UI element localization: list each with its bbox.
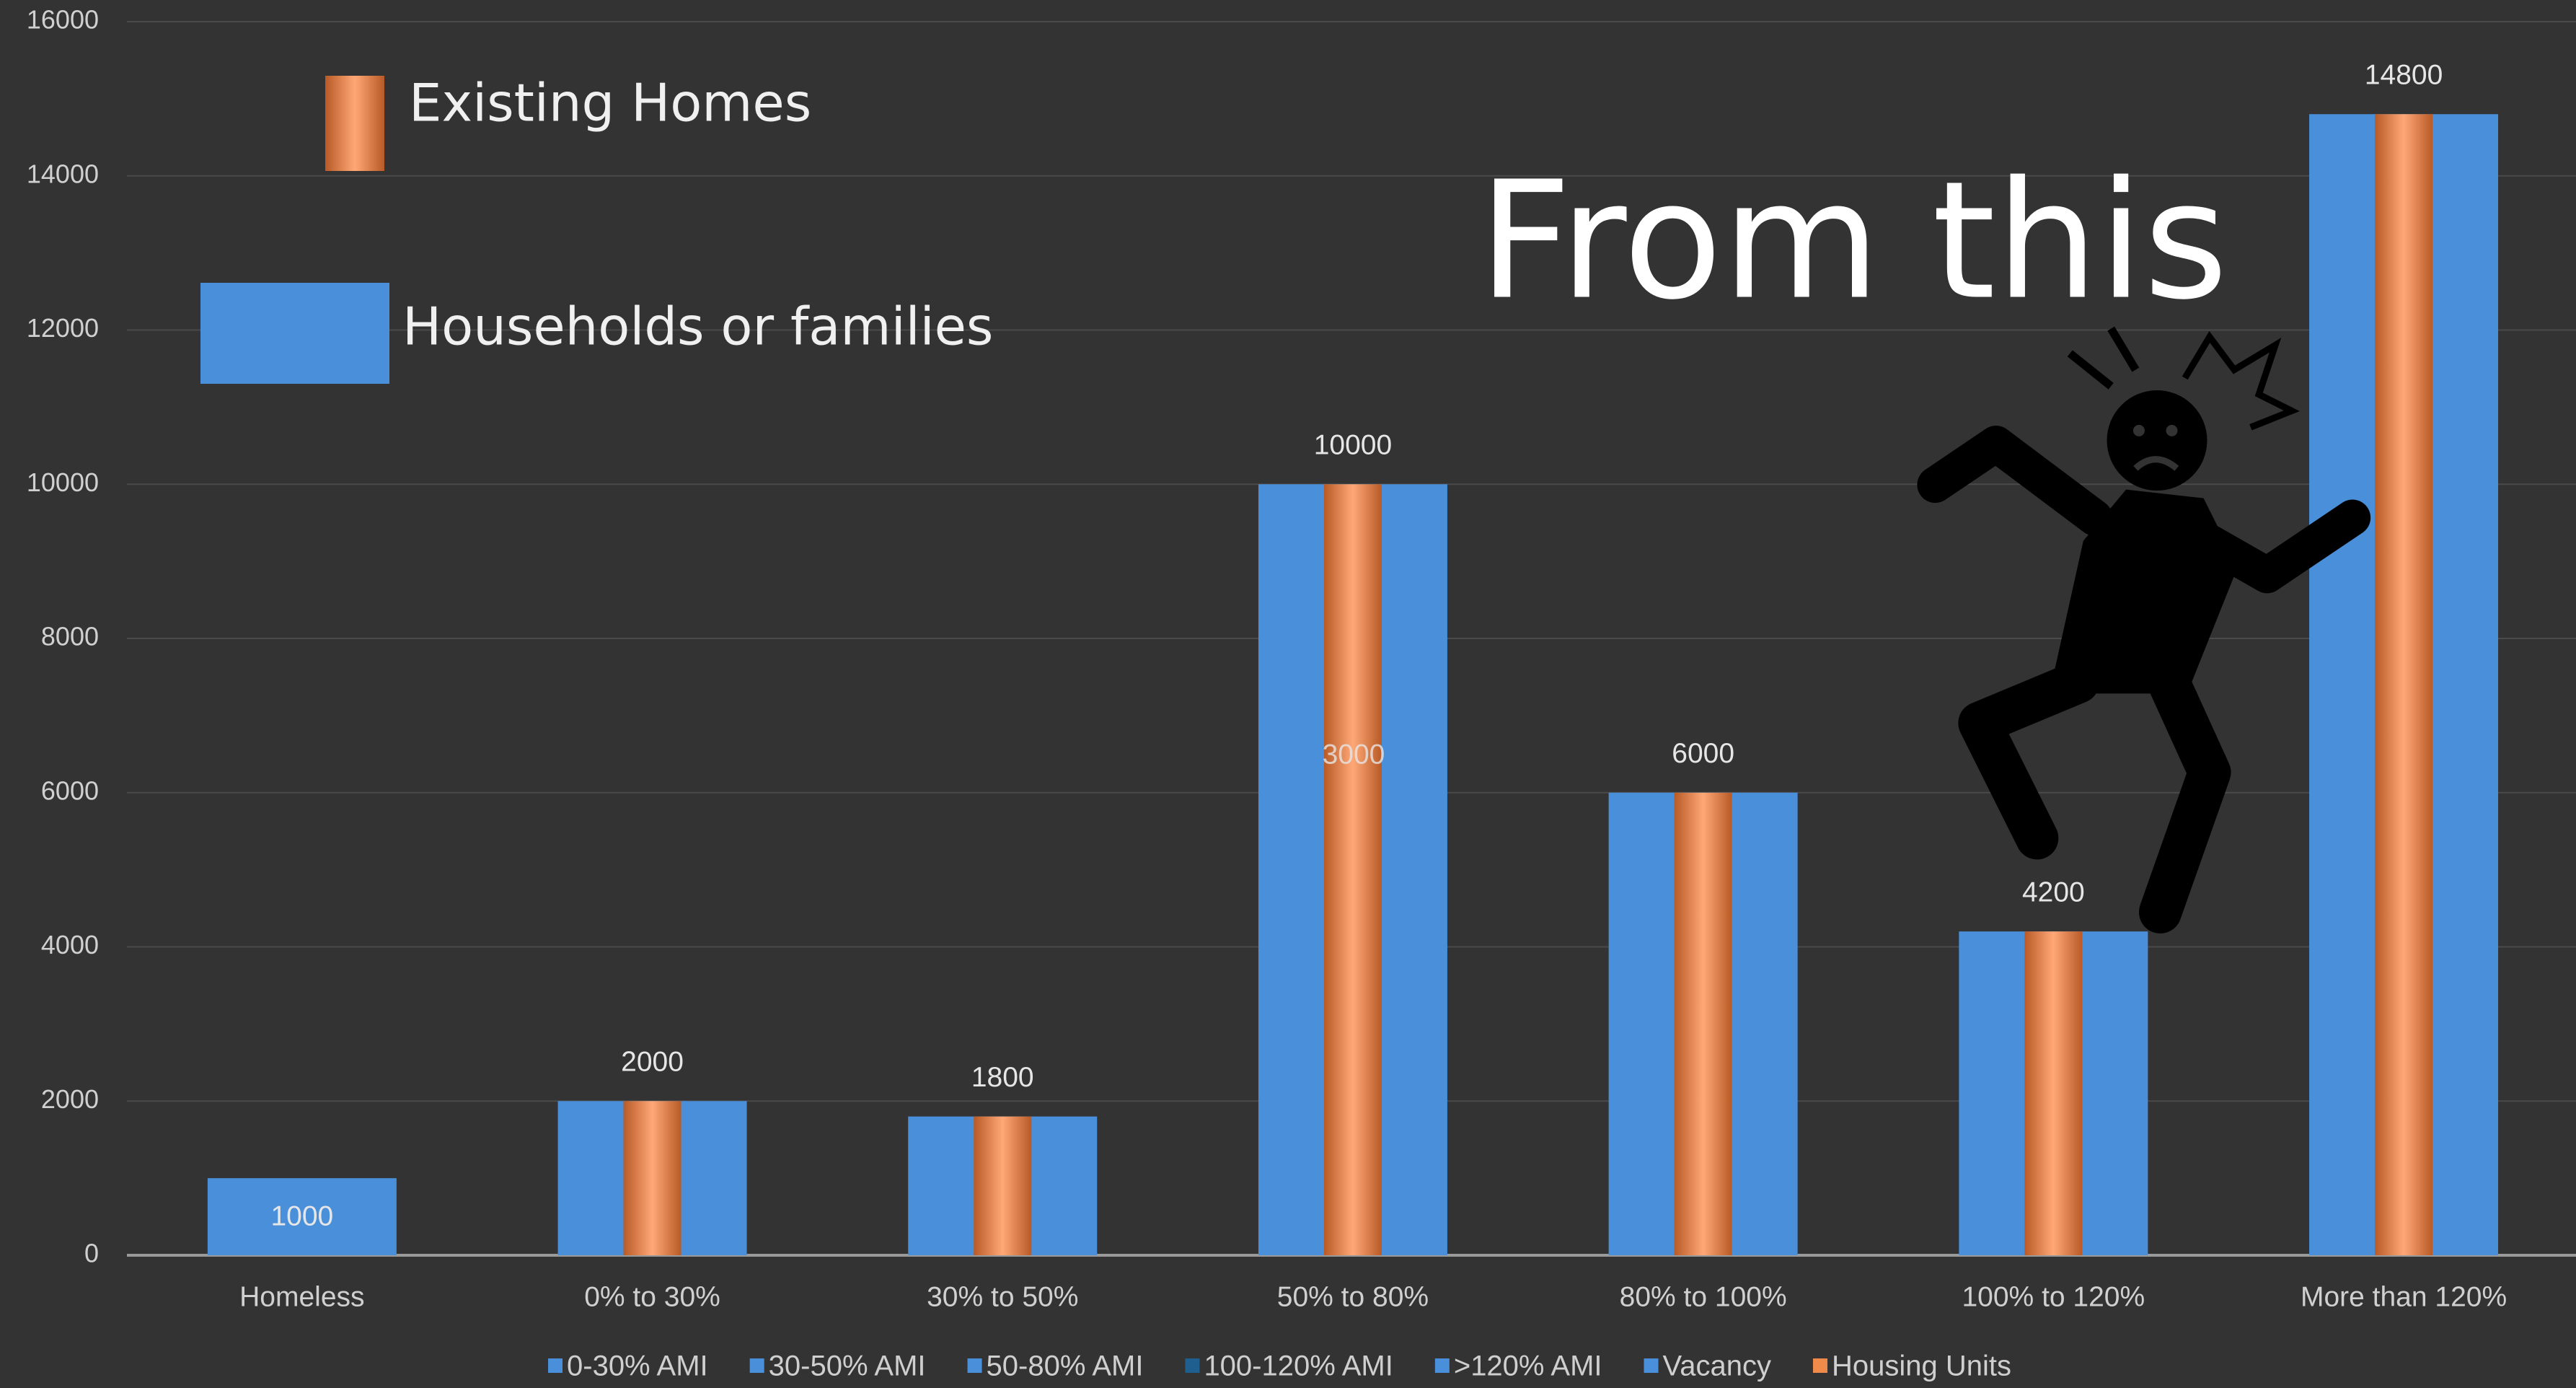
value-label: 10000	[1314, 430, 1392, 461]
value-label: 2000	[621, 1047, 684, 1078]
legend-swatch	[1185, 1358, 1199, 1373]
y-tick-label: 16000	[27, 5, 99, 35]
legend-label: Vacancy	[1663, 1350, 1771, 1382]
legend-swatch	[548, 1358, 563, 1373]
stick-figure-icon	[1935, 329, 2352, 913]
x-tick-label: 30% to 50%	[927, 1281, 1078, 1312]
legend-swatch	[325, 76, 384, 171]
legend-label: Housing Units	[1832, 1350, 2011, 1382]
legend-label: 100-120% AMI	[1204, 1350, 1393, 1382]
inner-bar	[624, 1101, 682, 1255]
y-tick-label: 6000	[41, 776, 99, 805]
x-tick-label: 100% to 120%	[1962, 1281, 2145, 1312]
value-label: 6000	[1672, 738, 1734, 769]
legend-label: 30-50% AMI	[769, 1350, 926, 1382]
inner-bar	[2375, 114, 2432, 1255]
legend-swatch	[968, 1358, 982, 1373]
value-label: 1000	[270, 1200, 333, 1231]
chart: 0 2000 4000 6000 8000 10000 12000 14000 16000 Hom…	[0, 0, 2576, 1388]
legend-swatch	[1813, 1358, 1827, 1373]
value-label: 1800	[971, 1062, 1034, 1093]
annotation: 3000	[1323, 739, 1385, 770]
y-tick-label: 8000	[41, 622, 99, 651]
legend-label: Households or families	[402, 297, 993, 357]
inner-bar	[1675, 793, 1732, 1255]
y-tick-label: 14000	[27, 159, 99, 188]
value-label: 14800	[2365, 60, 2443, 91]
legend-label: 50-80% AMI	[987, 1350, 1144, 1382]
headline: From this	[1478, 147, 2228, 336]
legend-swatch	[1435, 1358, 1450, 1373]
x-tick-label: More than 120%	[2301, 1281, 2507, 1312]
value-label: 4200	[2022, 877, 2085, 908]
y-tick-label: 10000	[27, 467, 99, 497]
y-tick-label: 12000	[27, 313, 99, 343]
y-tick-label: 0	[84, 1239, 99, 1268]
x-tick-label: Homeless	[239, 1281, 364, 1312]
inner-bar	[974, 1117, 1031, 1255]
legend-label: Existing Homes	[409, 73, 811, 133]
x-tick-label: 0% to 30%	[584, 1281, 720, 1312]
legend-swatch	[200, 283, 389, 384]
legend-swatch	[1644, 1358, 1659, 1373]
legend-label: >120% AMI	[1454, 1350, 1602, 1382]
inner-bar	[2024, 931, 2082, 1255]
y-tick-label: 2000	[41, 1084, 99, 1114]
legend-label: 0-30% AMI	[567, 1350, 708, 1382]
x-tick-label: 50% to 80%	[1277, 1281, 1429, 1312]
y-tick-label: 4000	[41, 930, 99, 959]
x-tick-label: 80% to 100%	[1620, 1281, 1787, 1312]
legend-swatch	[750, 1358, 764, 1373]
inner-bar	[1324, 484, 1382, 1255]
